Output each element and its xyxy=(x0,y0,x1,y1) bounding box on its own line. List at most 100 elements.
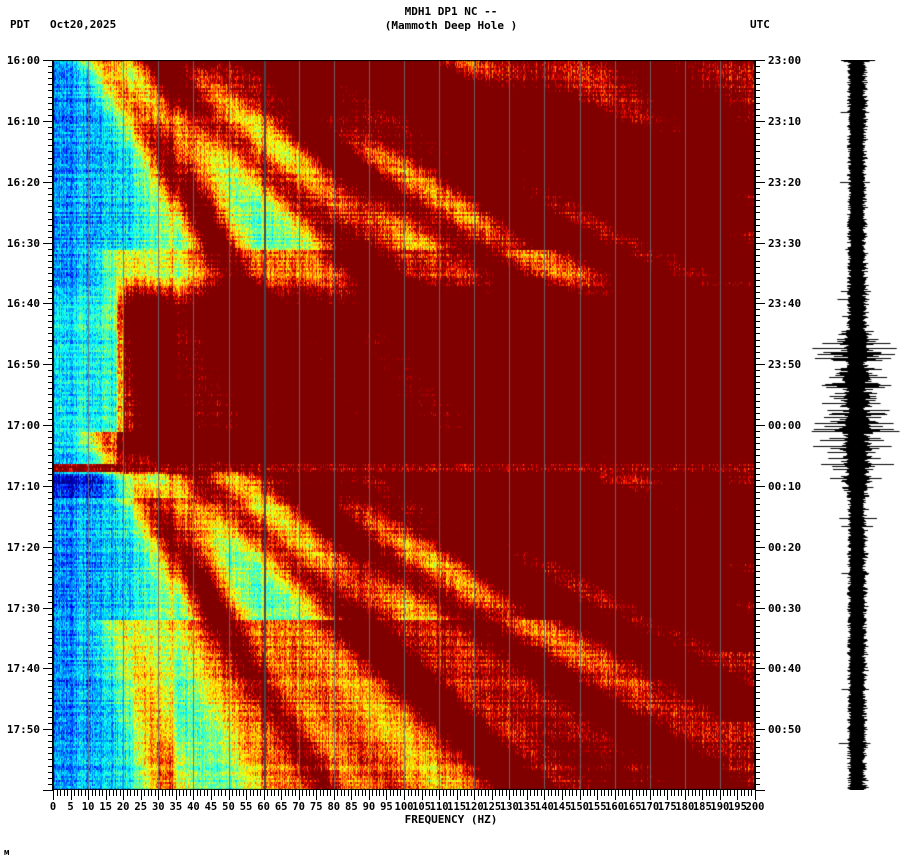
x-axis-minor-tick xyxy=(204,790,205,796)
y-axis-minor-tick xyxy=(48,510,53,511)
x-axis-minor-tick xyxy=(351,790,352,800)
y-axis-minor-tick xyxy=(48,261,53,262)
x-axis-minor-tick xyxy=(625,790,626,796)
x-axis-minor-tick xyxy=(622,790,623,796)
x-axis-minor-tick xyxy=(155,790,156,796)
y-axis-minor-tick xyxy=(755,723,760,724)
x-axis-tick-label: 135 xyxy=(517,801,537,813)
x-axis-tick-label: 80 xyxy=(327,801,341,813)
x-axis-minor-tick xyxy=(225,790,226,796)
y-axis-minor-tick xyxy=(755,333,760,334)
x-axis-minor-tick xyxy=(288,790,289,796)
y-axis-major-tick xyxy=(43,790,53,791)
y-axis-minor-tick xyxy=(48,663,53,664)
x-axis-tick-labels: 0 5 10 15 20 25 30 35 40 45 50 55 60 65 70 75 80 85 90 95 10… xyxy=(0,801,902,815)
y-axis-minor-tick xyxy=(48,541,53,542)
y-axis-minor-tick xyxy=(48,480,53,481)
x-axis-minor-tick xyxy=(467,790,468,796)
y-axis-minor-tick xyxy=(755,170,760,171)
y-axis-minor-tick xyxy=(755,504,760,505)
x-axis-minor-tick xyxy=(436,790,437,796)
y-axis-minor-tick xyxy=(755,571,760,572)
y-axis-major-tick xyxy=(755,668,765,669)
x-axis-minor-tick xyxy=(506,790,507,796)
x-axis-minor-tick xyxy=(471,790,472,796)
y-axis-minor-tick xyxy=(48,596,53,597)
y-axis-minor-tick xyxy=(755,455,760,456)
y-axis-minor-tick xyxy=(48,139,53,140)
y-axis-major-tick xyxy=(755,303,765,304)
x-axis-minor-tick xyxy=(207,790,208,796)
x-axis-minor-tick xyxy=(727,790,728,796)
x-axis-tick-label: 90 xyxy=(362,801,376,813)
x-axis-minor-tick xyxy=(383,790,384,796)
x-axis-minor-tick xyxy=(527,790,528,800)
y-axis-minor-tick xyxy=(755,231,760,232)
y-axis-minor-tick xyxy=(755,370,760,371)
x-axis-minor-tick xyxy=(685,790,686,800)
y-axis-major-tick xyxy=(43,668,53,669)
y-axis-minor-tick xyxy=(755,72,760,73)
y-axis-minor-tick xyxy=(755,680,760,681)
y-axis-minor-tick xyxy=(48,194,53,195)
x-axis-minor-tick xyxy=(425,790,426,796)
x-axis-minor-tick xyxy=(264,790,265,800)
y-axis-minor-tick xyxy=(755,492,760,493)
y-axis-minor-tick xyxy=(48,376,53,377)
y-axis-label-utc: 00:10 xyxy=(768,480,802,493)
x-axis-tick-label: 185 xyxy=(692,801,712,813)
x-axis-tick-label: 30 xyxy=(151,801,165,813)
y-axis-minor-tick xyxy=(48,321,53,322)
x-axis-minor-tick xyxy=(113,790,114,796)
x-axis-minor-tick xyxy=(429,790,430,796)
x-axis-minor-tick xyxy=(544,790,545,800)
y-axis-minor-tick xyxy=(48,723,53,724)
y-axis-minor-tick xyxy=(755,498,760,499)
y-axis-major-tick xyxy=(43,243,53,244)
x-axis-minor-tick xyxy=(583,790,584,796)
y-axis-minor-tick xyxy=(755,206,760,207)
x-axis-minor-tick xyxy=(418,790,419,796)
x-axis-minor-tick xyxy=(292,790,293,796)
y-axis-label-pdt: 16:00 xyxy=(6,54,40,67)
y-axis-minor-tick xyxy=(755,753,760,754)
y-axis-label-utc: 23:50 xyxy=(768,358,802,371)
x-axis-minor-tick xyxy=(102,790,103,796)
y-axis-minor-tick xyxy=(48,280,53,281)
x-axis-minor-tick xyxy=(99,790,100,796)
x-axis-minor-tick xyxy=(653,790,654,796)
y-axis-minor-tick xyxy=(755,784,760,785)
y-axis-label-utc: 23:40 xyxy=(768,297,802,310)
y-axis-minor-tick xyxy=(48,632,53,633)
x-axis-minor-tick xyxy=(393,790,394,796)
x-axis-tick-label: 5 xyxy=(67,801,74,813)
y-axis-minor-tick xyxy=(48,747,53,748)
y-axis-label-pdt: 16:40 xyxy=(6,297,40,310)
y-axis-minor-tick xyxy=(48,249,53,250)
x-axis-minor-tick xyxy=(709,790,710,796)
x-axis-minor-tick xyxy=(274,790,275,796)
right-timezone-label: UTC xyxy=(750,18,770,31)
x-axis-minor-tick xyxy=(372,790,373,796)
y-axis-minor-tick xyxy=(48,298,53,299)
y-axis-minor-tick xyxy=(755,115,760,116)
x-axis-minor-tick xyxy=(615,790,616,800)
x-axis-tick-label: 0 xyxy=(49,801,57,813)
y-axis-label-pdt: 17:40 xyxy=(6,662,40,675)
y-axis-minor-tick xyxy=(755,164,760,165)
y-axis-minor-tick xyxy=(755,255,760,256)
y-axis-minor-tick xyxy=(48,340,53,341)
y-axis-major-tick xyxy=(755,60,765,61)
y-axis-minor-tick xyxy=(48,492,53,493)
y-axis-minor-tick xyxy=(48,651,53,652)
y-axis-major-tick xyxy=(755,608,765,609)
y-axis-minor-tick xyxy=(755,553,760,554)
y-axis-minor-tick xyxy=(48,468,53,469)
y-axis-minor-tick xyxy=(755,376,760,377)
x-axis-minor-tick xyxy=(716,790,717,796)
x-axis-minor-tick xyxy=(246,790,247,800)
y-axis-minor-tick xyxy=(48,133,53,134)
y-axis-minor-tick xyxy=(48,413,53,414)
y-axis-minor-tick xyxy=(48,286,53,287)
x-axis-minor-tick xyxy=(537,790,538,796)
